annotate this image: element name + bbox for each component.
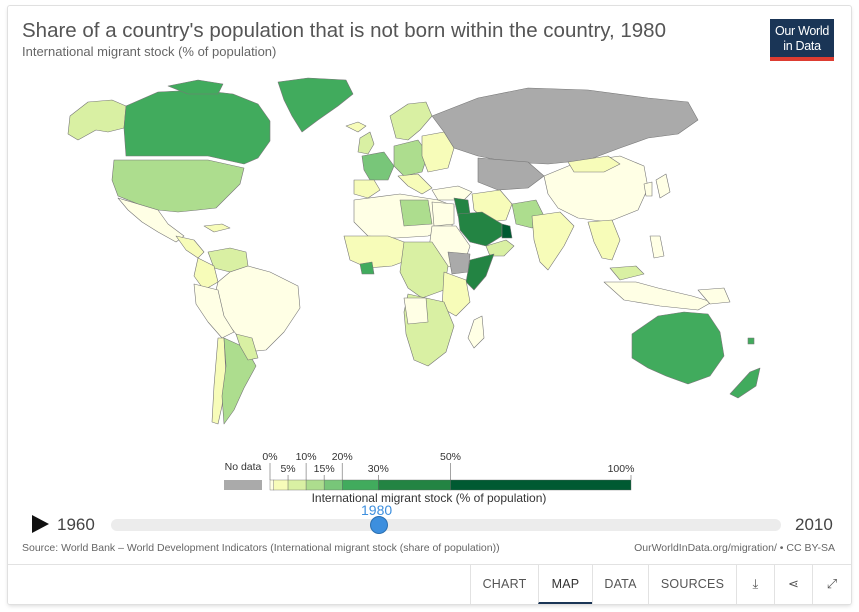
- country-colombia: [193, 257, 219, 291]
- country-uk: [357, 131, 375, 155]
- country-central-america: [175, 235, 205, 259]
- license-link[interactable]: OurWorldInData.org/migration/ • CC BY-SA: [634, 542, 835, 554]
- country-peru: [193, 283, 235, 339]
- country-papua-new-guinea: [697, 287, 731, 305]
- country-canada-islands: [167, 79, 224, 95]
- share-icon: ⋖: [787, 576, 800, 591]
- country-scandinavia: [389, 101, 433, 141]
- expand-button[interactable]: ⤢: [812, 565, 851, 604]
- country-spain: [353, 179, 381, 199]
- logo-line-2: in Data: [783, 39, 821, 53]
- country-oman: [485, 239, 515, 257]
- country-gulf-states: [501, 223, 513, 239]
- download-icon: ⤓: [752, 576, 759, 591]
- source-note[interactable]: Source: World Bank – World Development I…: [22, 542, 500, 554]
- country-new-caledonia: [747, 337, 755, 345]
- legend-tick-label-4: 20%: [332, 451, 353, 463]
- legend-no-data-swatch: [224, 480, 262, 490]
- map-legend: No data 0%5%10%15%20% 30% 50% 100% Internat…: [224, 451, 634, 505]
- country-central-africa: [399, 241, 449, 299]
- legend-no-data-label: No data: [225, 461, 262, 473]
- legend-tick-label-0: 0%: [262, 451, 277, 463]
- country-australia: [631, 311, 725, 385]
- download-button[interactable]: ⤓: [736, 565, 774, 604]
- legend-bin-0: [269, 479, 275, 491]
- country-mongolia: [567, 155, 621, 173]
- country-usa: [111, 159, 245, 213]
- country-new-zealand: [729, 367, 761, 399]
- country-southeast-asia: [587, 219, 621, 261]
- timeline-current-year: 1980: [361, 502, 393, 518]
- world-map[interactable]: [8, 76, 851, 456]
- country-iceland: [345, 121, 367, 133]
- country-alaska: [67, 99, 127, 141]
- legend-bin-2: [287, 479, 307, 491]
- tab-map[interactable]: MAP: [538, 565, 592, 604]
- country-india: [531, 211, 575, 271]
- country-egypt: [431, 201, 455, 227]
- legend-tick-label-6: 50%: [440, 451, 461, 463]
- country-greenland: [277, 77, 354, 133]
- country-madagascar: [467, 315, 485, 349]
- country-libya: [399, 199, 433, 227]
- timeline-handle[interactable]: [370, 516, 388, 534]
- country-paraguay: [235, 333, 259, 361]
- legend-tick-label-3: 15%: [314, 463, 335, 475]
- country-somalia: [465, 253, 495, 291]
- legend-ticks: 0%5%10%15%20% 30% 50% 100%: [262, 451, 634, 480]
- legend-title: International migrant stock (% of popula…: [312, 491, 547, 505]
- legend-bin-7: [450, 479, 632, 491]
- chart-title: Share of a country's population that is …: [22, 19, 666, 42]
- country-korea: [643, 181, 653, 197]
- timeline-track[interactable]: [111, 519, 781, 531]
- country-philippines: [649, 235, 665, 259]
- timeline: 1960 1980 2010: [8, 502, 851, 542]
- play-icon[interactable]: [32, 515, 49, 533]
- country-mexico: [117, 197, 185, 243]
- country-caribbean: [203, 223, 231, 233]
- legend-bin-6: [378, 479, 451, 491]
- legend-bin-5: [342, 479, 379, 491]
- country-angola: [403, 297, 429, 325]
- country-central-asia: [477, 157, 545, 191]
- chart-subtitle: International migrant stock (% of popula…: [22, 44, 277, 59]
- expand-icon: ⤢: [826, 576, 838, 591]
- country-indonesia: [603, 281, 713, 311]
- country-france: [361, 151, 395, 181]
- tab-data[interactable]: DATA: [592, 565, 648, 604]
- legend-tick-label-1: 5%: [280, 463, 295, 475]
- country-ethiopia: [447, 251, 471, 275]
- country-canada: [123, 89, 271, 165]
- country-ivory-coast: [359, 261, 375, 275]
- chart-frame: Share of a country's population that is …: [8, 6, 851, 604]
- country-west-africa: [343, 235, 409, 269]
- legend-bin-1: [273, 479, 289, 491]
- legend-bin-4: [323, 479, 343, 491]
- controls-bar: CHART MAP DATA SOURCES ⤓ ⋖ ⤢: [8, 564, 851, 604]
- legend-tick-label-2: 10%: [296, 451, 317, 463]
- legend-tick-label-5: 30%: [368, 463, 389, 475]
- legend-tick-label-7: 100%: [608, 463, 635, 475]
- country-russia: [431, 87, 699, 165]
- share-button[interactable]: ⋖: [774, 565, 812, 604]
- country-italy: [397, 173, 433, 195]
- legend-bins: [269, 479, 632, 491]
- owid-logo[interactable]: Our World in Data: [770, 19, 834, 61]
- legend-bin-3: [305, 479, 325, 491]
- country-saudi-arabia: [457, 211, 503, 247]
- country-central-europe: [393, 139, 429, 177]
- country-turkey: [431, 185, 473, 201]
- logo-line-1: Our World: [774, 24, 830, 38]
- country-japan: [655, 173, 671, 199]
- tab-sources[interactable]: SOURCES: [648, 565, 736, 604]
- country-malaysia: [609, 265, 645, 281]
- tab-chart[interactable]: CHART: [470, 565, 538, 604]
- timeline-start-year: 1960: [57, 515, 95, 534]
- timeline-end-year: 2010: [795, 515, 833, 534]
